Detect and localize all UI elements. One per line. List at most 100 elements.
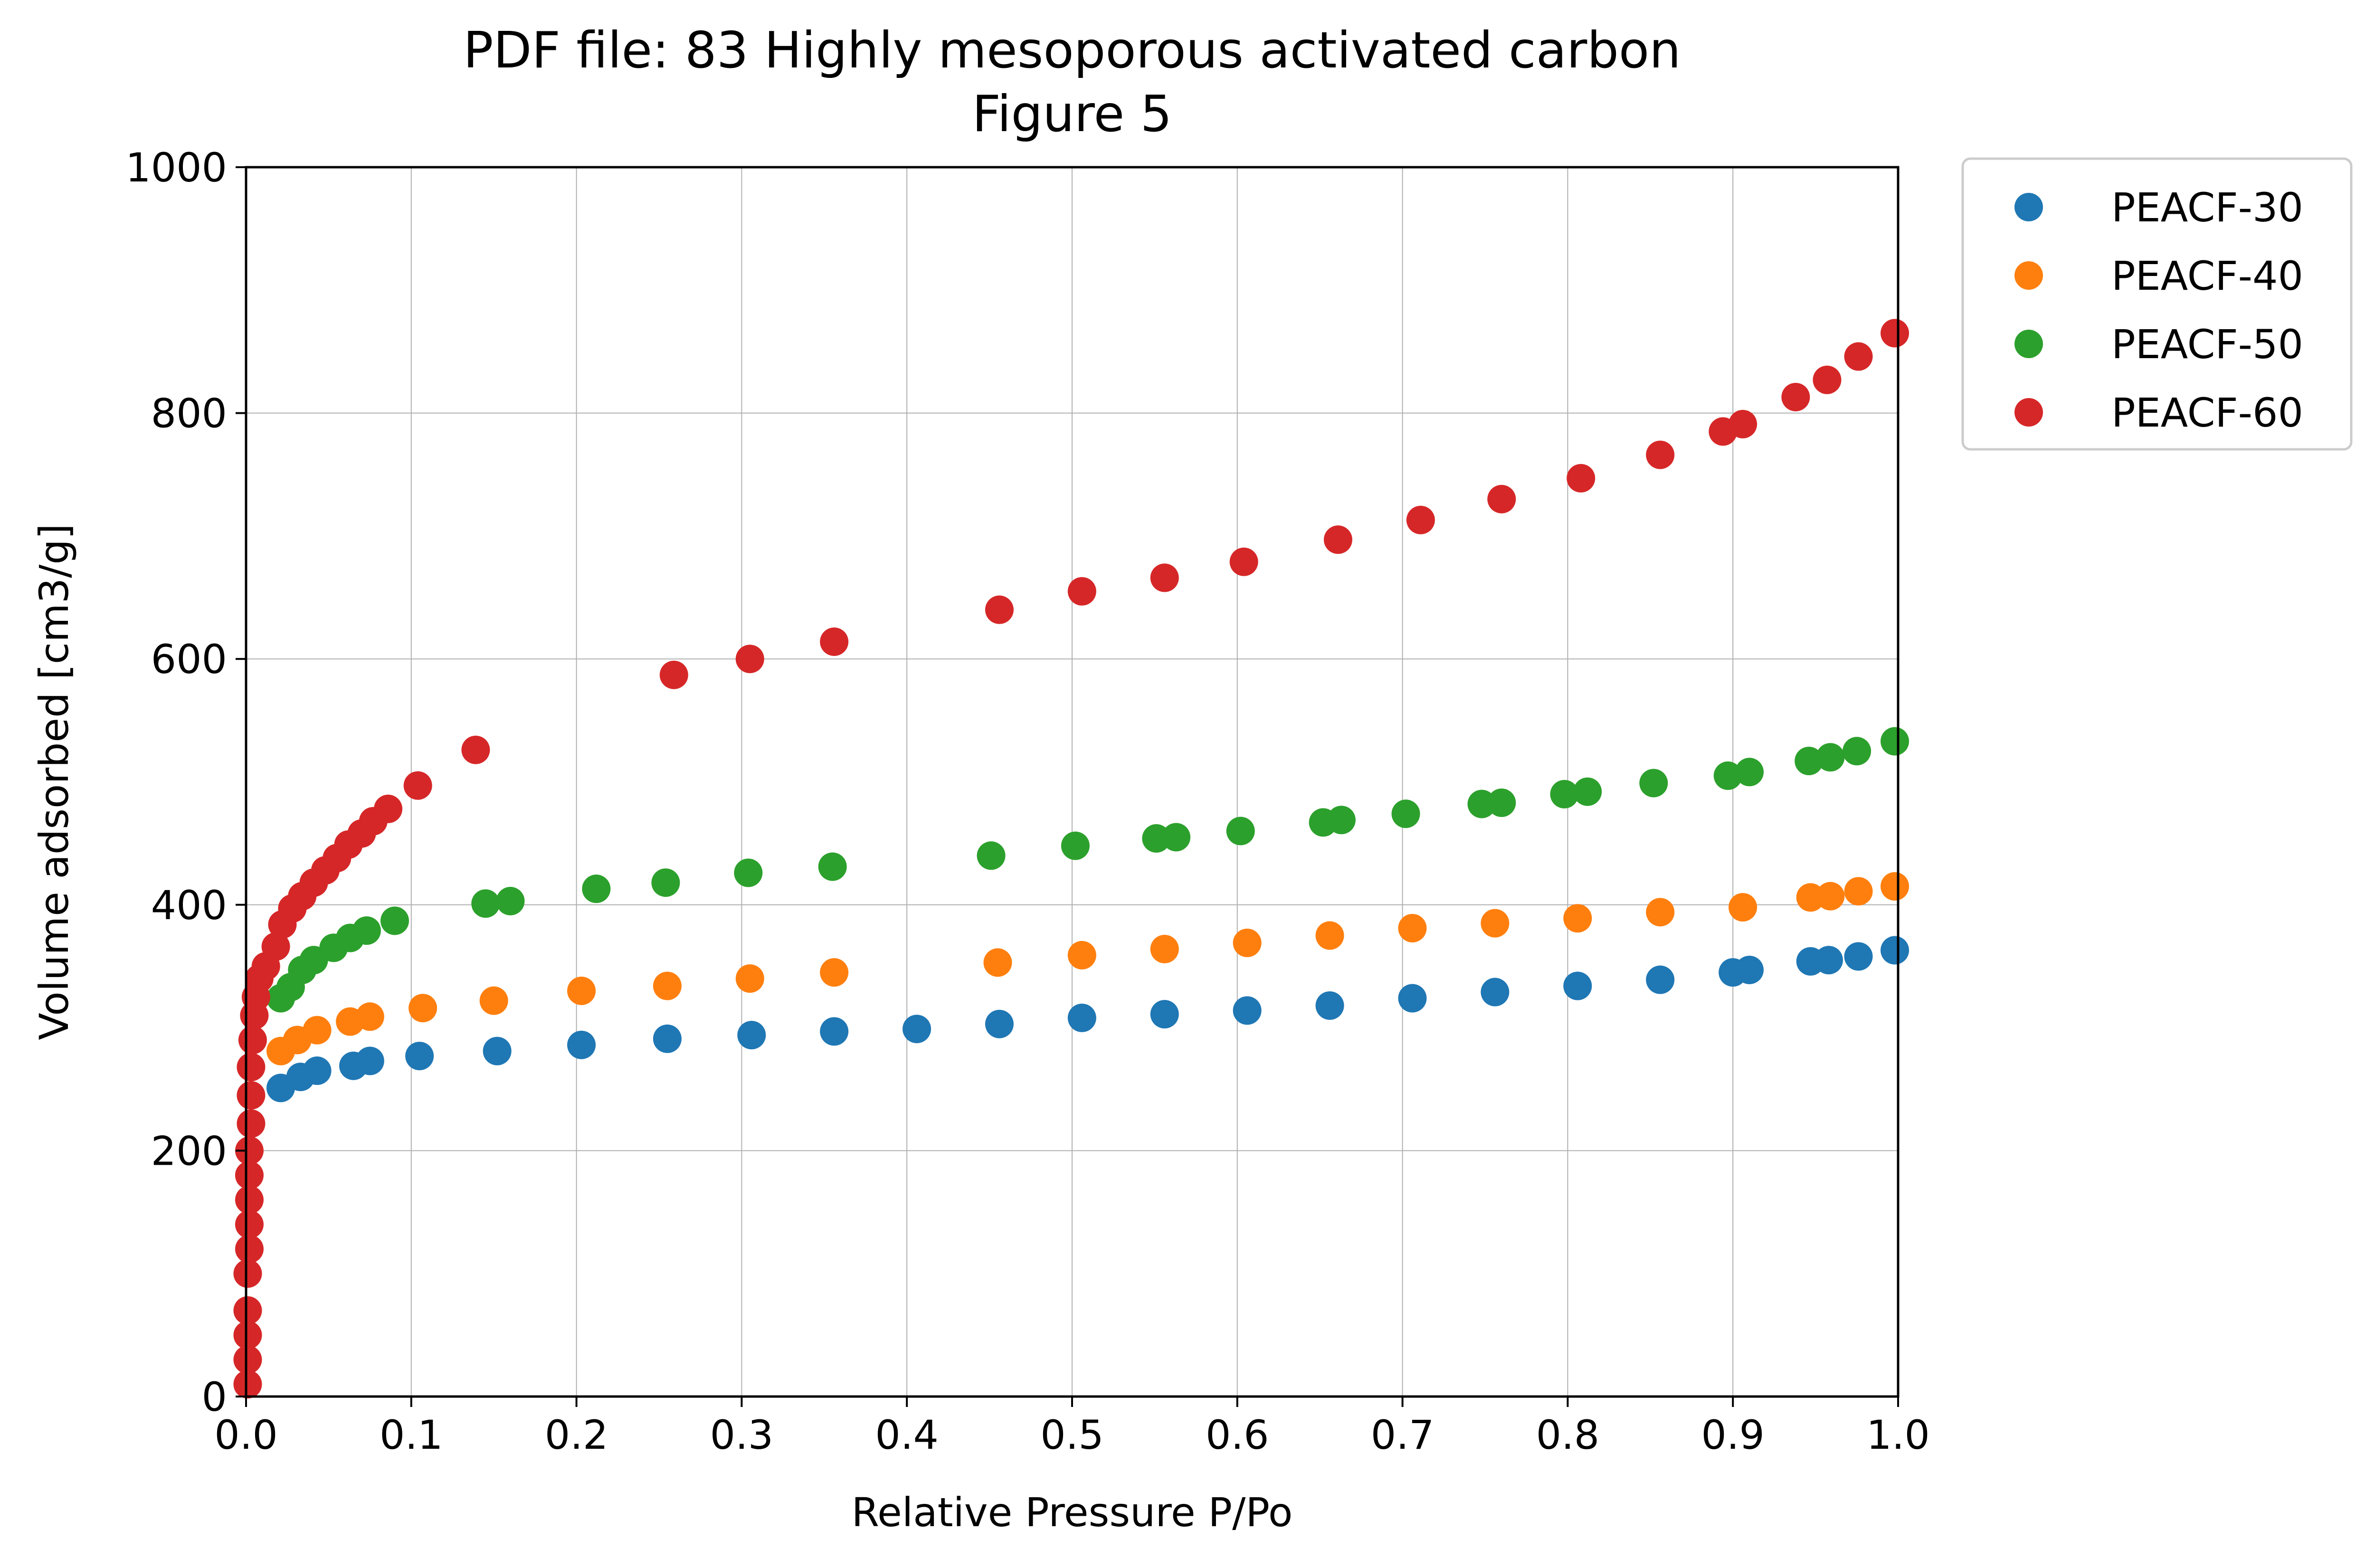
y-tick-label: 800 [151, 390, 227, 437]
data-point [408, 994, 437, 1023]
data-point [1315, 991, 1344, 1020]
data-point [977, 841, 1006, 870]
y-tick-label: 400 [151, 882, 227, 929]
data-point [1067, 577, 1096, 606]
x-tick-label: 0.6 [1206, 1412, 1269, 1458]
data-point [1713, 761, 1742, 790]
data-points [233, 319, 1910, 1399]
data-point [352, 916, 381, 945]
data-point [405, 1042, 434, 1071]
data-point [1061, 831, 1090, 860]
y-axis-label: Volume adsorbed [cm3/g] [31, 523, 77, 1040]
data-point [479, 986, 508, 1015]
data-point [1729, 409, 1758, 438]
data-point [1150, 1000, 1179, 1029]
legend-marker [2014, 398, 2043, 427]
data-point [651, 868, 680, 897]
data-point [303, 1056, 332, 1085]
data-point [1781, 382, 1810, 411]
axis-ticks: 0.0 0.1 0.2 0.3 0.4 0.5 0.6 0.7 0.8 0.9 1.0 0 200 400… [125, 144, 1930, 1458]
legend-marker [2014, 193, 2043, 221]
data-point [735, 645, 764, 674]
legend-marker [2014, 330, 2043, 358]
data-point [820, 627, 849, 656]
x-tick-label: 0.5 [1040, 1412, 1104, 1458]
data-point [1563, 904, 1592, 933]
chart-subtitle: Figure 5 [972, 85, 1172, 143]
data-point [1233, 996, 1262, 1025]
data-point [1735, 955, 1764, 984]
data-point [1567, 464, 1596, 493]
data-point [1844, 342, 1873, 371]
x-tick-label: 0.1 [380, 1412, 443, 1458]
data-point [1315, 921, 1344, 950]
data-point [1550, 779, 1579, 808]
data-point [233, 1296, 262, 1325]
data-point [1327, 806, 1356, 835]
legend-label: PEACF-40 [2111, 253, 2303, 299]
legend-label: PEACF-60 [2111, 390, 2303, 436]
data-point [355, 1046, 384, 1075]
data-point [1844, 942, 1873, 971]
data-point [380, 906, 409, 935]
data-point [235, 1136, 264, 1165]
data-point [1233, 929, 1262, 958]
data-point [567, 976, 596, 1005]
data-point [582, 874, 611, 903]
data-point [237, 1053, 266, 1082]
legend: PEACF-30 PEACF-40 PEACF-50 PEACF-60 [1961, 157, 2353, 451]
y-tick-label: 0 [202, 1374, 227, 1420]
data-point [403, 771, 432, 800]
x-tick-label: 0.8 [1536, 1412, 1600, 1458]
data-point [237, 1081, 266, 1110]
data-point [820, 958, 849, 987]
legend-marker [2014, 261, 2043, 290]
data-point [461, 735, 490, 764]
data-point [1816, 882, 1845, 911]
x-tick-label: 0.4 [875, 1412, 939, 1458]
data-point [734, 858, 763, 887]
data-point [471, 889, 500, 918]
legend-frame [1961, 157, 2353, 451]
y-tick-label: 600 [151, 636, 227, 683]
data-point [735, 964, 764, 993]
data-point [1323, 525, 1352, 554]
data-point [1067, 1003, 1096, 1032]
series-peacf-30 [266, 936, 1910, 1102]
data-point [1816, 743, 1845, 772]
data-point [1881, 872, 1910, 901]
data-point [1844, 877, 1873, 906]
data-point [374, 794, 403, 823]
x-tick-label: 0.9 [1701, 1412, 1765, 1458]
data-point [1067, 941, 1096, 969]
x-tick-label: 0.3 [710, 1412, 774, 1458]
data-point [1481, 909, 1510, 938]
series-peacf-40 [266, 872, 1910, 1065]
data-point [1729, 893, 1758, 922]
data-point [355, 1002, 384, 1031]
data-point [983, 948, 1012, 977]
data-point [985, 595, 1014, 624]
data-point [1646, 898, 1675, 927]
data-point [238, 1026, 267, 1055]
x-tick-label: 0.0 [214, 1412, 278, 1458]
data-point [1398, 913, 1427, 942]
data-point [1814, 946, 1843, 975]
data-point [820, 1017, 849, 1046]
data-point [985, 1009, 1014, 1038]
data-point [483, 1036, 512, 1065]
data-point [653, 971, 682, 1000]
data-point [1646, 440, 1675, 469]
data-point [233, 1370, 262, 1399]
series-peacf-60 [233, 319, 1910, 1399]
data-point [235, 1210, 264, 1239]
data-point [1881, 936, 1910, 965]
data-point [237, 1109, 266, 1138]
x-tick-label: 0.7 [1371, 1412, 1434, 1458]
legend-label: PEACF-30 [2111, 184, 2303, 231]
data-point [303, 1016, 332, 1045]
x-tick-label: 0.2 [545, 1412, 608, 1458]
data-point [496, 887, 525, 916]
data-point [1398, 984, 1427, 1013]
